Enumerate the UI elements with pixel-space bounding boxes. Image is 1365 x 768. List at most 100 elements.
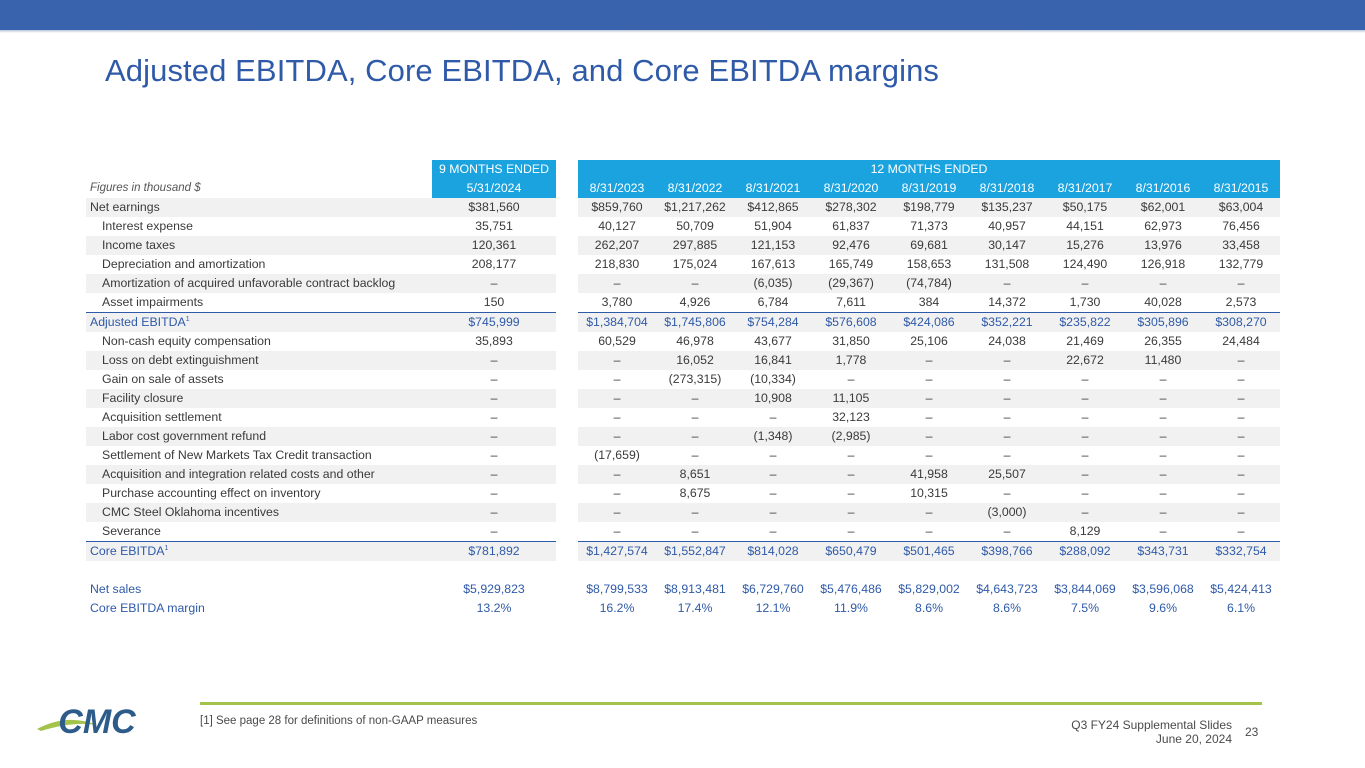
value-cell: – xyxy=(490,410,498,424)
row-label-text: Purchase accounting effect on inventory xyxy=(102,486,321,500)
value-cell: (29,367) xyxy=(812,274,890,293)
value-cell: – xyxy=(1081,486,1089,500)
value-cell: – xyxy=(1202,274,1280,293)
value-cell: $352,221 xyxy=(968,312,1046,332)
value-cell: 2,573 xyxy=(1225,295,1257,309)
row-label: CMC Steel Oklahoma incentives xyxy=(86,503,432,522)
value-cell: 51,904 xyxy=(754,219,792,233)
value-cell: 8,651 xyxy=(656,465,734,484)
value-cell: – xyxy=(968,389,1046,408)
row-label: Non-cash equity compensation xyxy=(86,332,432,351)
value-cell: – xyxy=(1159,372,1167,386)
value-cell: – xyxy=(613,524,621,538)
value-cell: 9.6% xyxy=(1148,601,1178,615)
value-cell: 262,207 xyxy=(578,236,656,255)
value-cell: 16,841 xyxy=(734,351,812,370)
value-cell: – xyxy=(1237,410,1245,424)
row-label-text: Adjusted EBITDA xyxy=(90,315,186,329)
value-cell: 69,681 xyxy=(890,236,968,255)
value-cell: 10,315 xyxy=(910,486,948,500)
value-cell: – xyxy=(490,524,498,538)
row-label: Amortization of acquired unfavorable con… xyxy=(86,274,432,293)
value-cell: – xyxy=(1003,410,1011,424)
value-cell: (17,659) xyxy=(594,448,640,462)
column-header: 8/31/2022 xyxy=(656,179,734,198)
value-cell: 25,106 xyxy=(910,334,948,348)
value-cell: $63,004 xyxy=(1202,198,1280,217)
value-cell: $1,384,704 xyxy=(578,312,656,332)
value-cell: 150 xyxy=(483,295,505,309)
value-cell: – xyxy=(1159,524,1167,538)
value-cell: $781,892 xyxy=(432,541,556,561)
row-label-text: Core EBITDA xyxy=(90,544,165,558)
row-label-text: Non-cash equity compensation xyxy=(102,334,271,348)
value-cell: (1,348) xyxy=(734,427,812,446)
value-cell: – xyxy=(968,427,1046,446)
column-gap xyxy=(556,351,578,370)
value-cell: – xyxy=(1237,448,1245,462)
value-cell: 7,611 xyxy=(836,295,866,309)
column-gap xyxy=(556,198,578,217)
column-header: 8/31/2016 xyxy=(1124,179,1202,198)
column-gap xyxy=(556,274,578,293)
value-cell: – xyxy=(613,486,621,500)
row-label-text: Income taxes xyxy=(102,238,176,252)
row-label-text: Settlement of New Markets Tax Credit tra… xyxy=(102,448,372,462)
value-cell: 132,779 xyxy=(1218,257,1264,271)
table-row: Core EBITDA1 $781,892 $1,427,574 $1,552,847… xyxy=(86,541,1280,561)
value-cell: 1,730 xyxy=(1069,295,1101,309)
value-cell: 16,052 xyxy=(656,351,734,370)
value-cell: – xyxy=(490,448,498,462)
value-cell: – xyxy=(578,389,656,408)
header-9-months: 9 MONTHS ENDED xyxy=(432,160,556,179)
table-row: Interest expense 35,751 40,127 50,709 51,904… xyxy=(86,217,1280,236)
value-cell: – xyxy=(847,486,855,500)
value-cell: (10,334) xyxy=(750,372,796,386)
value-cell: 297,885 xyxy=(656,236,734,255)
column-header: 8/31/2021 xyxy=(734,179,812,198)
value-cell: $859,760 xyxy=(578,198,656,217)
value-cell: 32,123 xyxy=(832,410,870,424)
value-cell: (2,985) xyxy=(812,427,890,446)
value-cell: 120,361 xyxy=(432,236,556,255)
logo-text: CMC xyxy=(58,703,136,741)
column-header: 5/31/2024 xyxy=(432,179,556,198)
value-cell: – xyxy=(1124,465,1202,484)
value-cell: $412,865 xyxy=(734,198,812,217)
value-cell: 40,127 xyxy=(598,219,636,233)
column-gap xyxy=(556,217,578,236)
table-row: Net earnings $381,560 $859,760 $1,217,262 $4… xyxy=(86,198,1280,217)
table-row: Purchase accounting effect on inventory –… xyxy=(86,484,1280,503)
value-cell: 24,038 xyxy=(988,334,1026,348)
ebitda-table: 9 MONTHS ENDED 12 MONTHS ENDED Figures in … xyxy=(86,160,1280,618)
table-row: Core EBITDA margin 13.2% 16.2% 17.4% 12.1% 11… xyxy=(86,599,1280,618)
header-12-months: 12 MONTHS ENDED xyxy=(578,160,1280,179)
value-cell: $5,829,002 xyxy=(898,582,960,596)
value-cell: 35,893 xyxy=(475,334,513,348)
value-cell: $332,754 xyxy=(1202,541,1280,561)
value-cell: $305,896 xyxy=(1124,312,1202,332)
value-cell: – xyxy=(656,389,734,408)
deck-title: Q3 FY24 Supplemental Slides xyxy=(1071,718,1232,732)
column-gap xyxy=(556,236,578,255)
footer-divider xyxy=(200,702,1262,705)
row-label-text: CMC Steel Oklahoma incentives xyxy=(102,505,280,519)
value-cell: $1,552,847 xyxy=(656,541,734,561)
column-gap xyxy=(556,427,578,446)
deck-date: June 20, 2024 xyxy=(1155,732,1232,746)
value-cell: $814,028 xyxy=(734,541,812,561)
value-cell: – xyxy=(1202,465,1280,484)
value-cell: $1,217,262 xyxy=(656,198,734,217)
header-date-row: Figures in thousand $5/31/2024 8/31/2023 8… xyxy=(86,179,1280,198)
row-label: Depreciation and amortization xyxy=(86,255,432,274)
value-cell: 11,105 xyxy=(812,389,890,408)
spacer-row xyxy=(86,561,1280,580)
value-cell: (6,035) xyxy=(734,274,812,293)
column-gap xyxy=(556,255,578,274)
value-cell: 31,850 xyxy=(832,334,870,348)
value-cell: 8.6% xyxy=(914,601,944,615)
value-cell: – xyxy=(691,524,699,538)
column-gap xyxy=(556,408,578,427)
value-cell: $308,270 xyxy=(1202,312,1280,332)
row-label-text: Facility closure xyxy=(102,391,184,405)
